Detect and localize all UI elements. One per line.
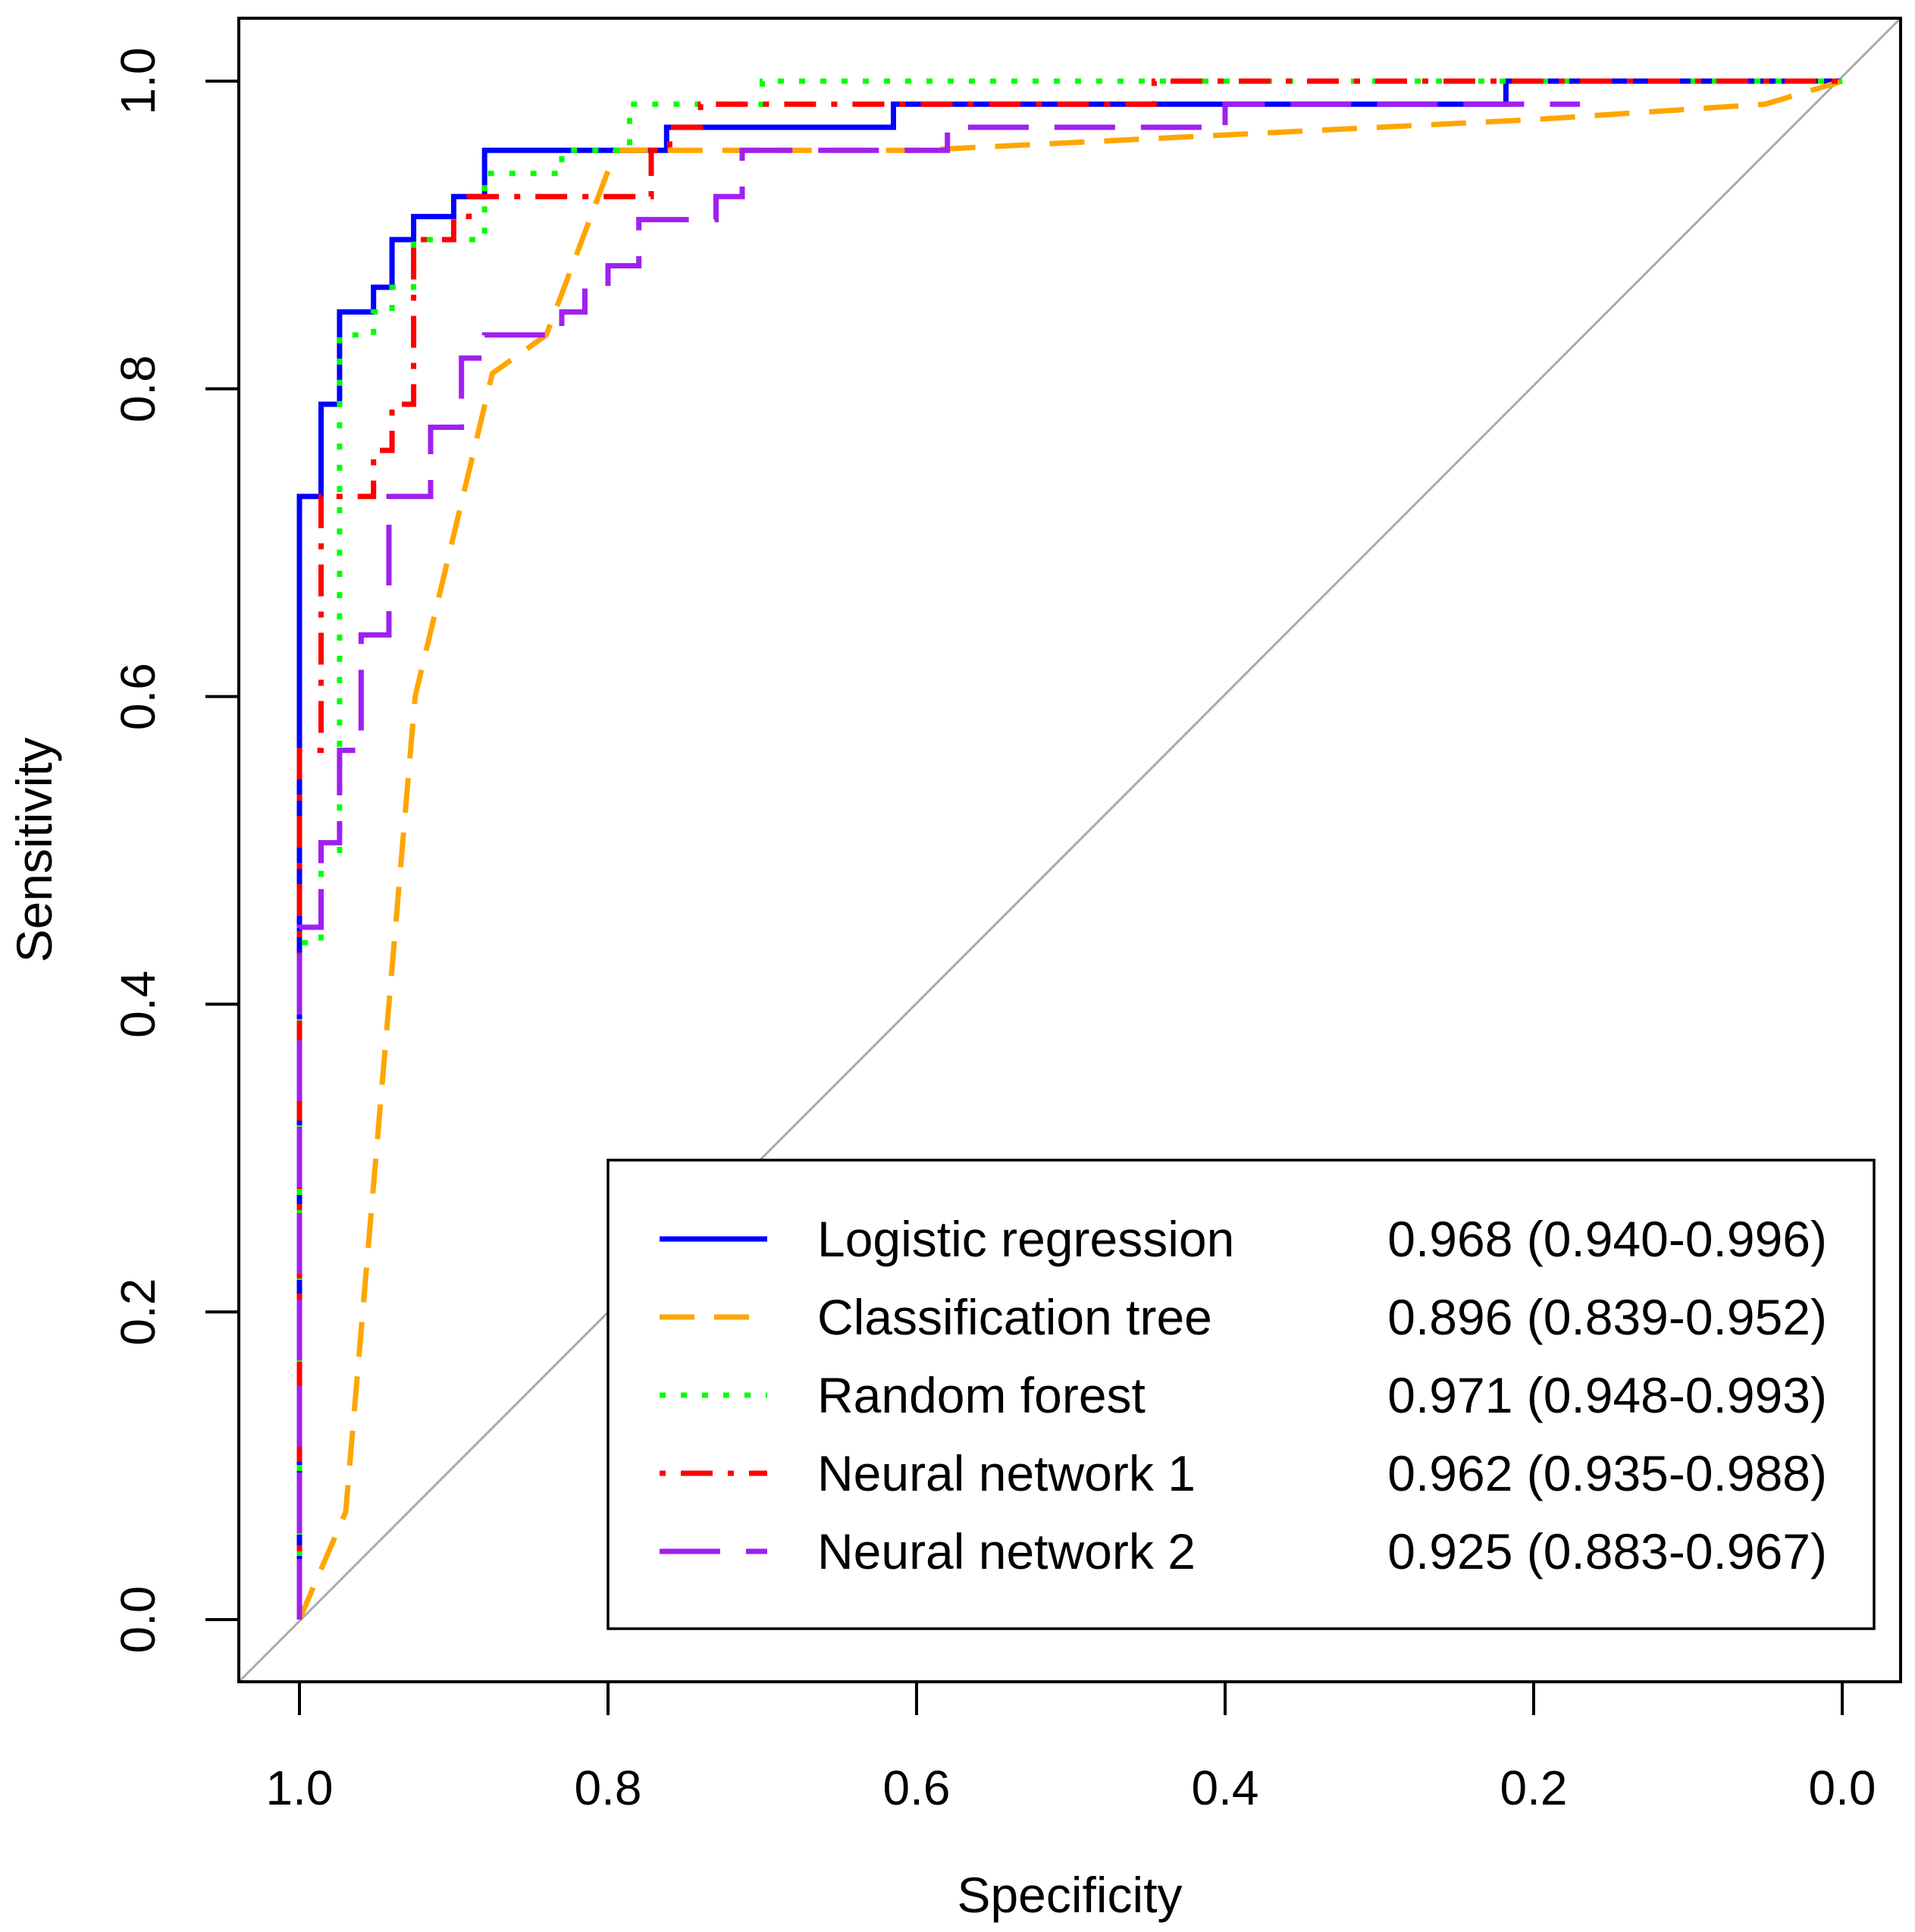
y-tick-label: 0.0 [111, 1586, 165, 1654]
y-tick-label: 0.2 [111, 1278, 165, 1346]
legend-box [606, 1159, 1876, 1630]
legend-auc: 0.962 (0.935-0.988) [1387, 1445, 1827, 1501]
legend-label: Classification tree [817, 1289, 1212, 1345]
reference-diagonal [237, 17, 1902, 1683]
legend-auc: 0.925 (0.883-0.967) [1387, 1523, 1827, 1579]
y-tick-label: 1.0 [111, 48, 165, 115]
series-line-neural-network-2 [296, 101, 1581, 1620]
x-tick-label: 0.4 [1192, 1761, 1259, 1815]
legend-label: Random forest [817, 1367, 1146, 1423]
y-tick-label: 0.8 [111, 355, 165, 422]
x-tick-label: 0.6 [883, 1761, 951, 1815]
reference-layer [237, 17, 1902, 1683]
legend-auc: 0.968 (0.940-0.996) [1387, 1211, 1827, 1267]
legend-rows: Logistic regression 0.968 (0.940-0.996) Cl… [660, 1211, 1827, 1579]
x-tick-label: 0.2 [1500, 1761, 1568, 1815]
x-tick-label: 0.0 [1809, 1761, 1876, 1815]
series-line-random-forest [296, 78, 1842, 1620]
x-axis-title: Specificity [957, 1867, 1182, 1923]
legend-label: Neural network 1 [817, 1445, 1196, 1501]
x-tick-label: 1.0 [266, 1761, 334, 1815]
x-axis: 1.0 0.8 0.6 0.4 0.2 0.0 [266, 1680, 1876, 1815]
series-line-logistic-regression [296, 78, 1842, 1620]
y-axis: 0.0 0.2 0.4 0.6 0.8 1.0 [111, 48, 240, 1654]
legend-label: Logistic regression [817, 1211, 1234, 1267]
legend: Logistic regression 0.968 (0.940-0.996) Cl… [606, 1159, 1876, 1630]
x-tick-label: 0.8 [575, 1761, 642, 1815]
legend-label: Neural network 2 [817, 1523, 1196, 1579]
legend-auc: 0.896 (0.839-0.952) [1387, 1289, 1827, 1345]
legend-auc: 0.971 (0.948-0.993) [1387, 1367, 1827, 1423]
series-layer [296, 78, 1844, 1621]
y-tick-label: 0.4 [111, 971, 165, 1038]
y-tick-label: 0.6 [111, 663, 165, 730]
y-axis-title: Sensitivity [6, 737, 62, 962]
